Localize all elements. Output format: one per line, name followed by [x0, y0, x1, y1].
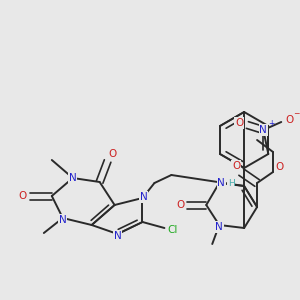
Text: O: O [19, 191, 27, 201]
Text: N: N [260, 125, 267, 135]
Text: N: N [140, 192, 147, 202]
Text: +: + [268, 119, 274, 128]
Text: O: O [176, 200, 184, 210]
Text: Cl: Cl [167, 225, 178, 235]
Text: O: O [232, 161, 240, 171]
Text: −: − [293, 110, 299, 118]
Text: N: N [59, 215, 67, 225]
Text: N: N [215, 222, 223, 232]
Text: N: N [69, 173, 76, 183]
Text: O: O [285, 115, 293, 125]
Text: N: N [217, 178, 225, 188]
Text: N: N [114, 231, 122, 241]
Text: H: H [228, 178, 235, 188]
Text: O: O [109, 149, 117, 159]
Text: O: O [275, 162, 283, 172]
Text: O: O [235, 118, 244, 128]
